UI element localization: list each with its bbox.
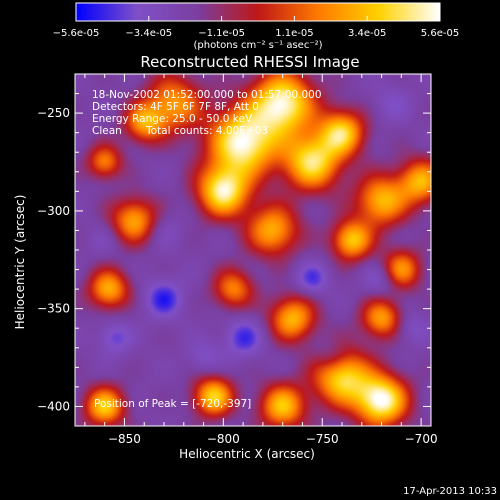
colorbar-gradient bbox=[76, 3, 440, 21]
colorbar-tick-label: 1.1e-05 bbox=[275, 28, 313, 39]
x-tick-label: −800 bbox=[207, 432, 240, 446]
axis-ticks: −850 −800 −750 −700 −400 −350 −300 −250 bbox=[37, 73, 438, 446]
y-tick-label: −250 bbox=[37, 106, 70, 120]
annotation-detectors: Detectors: 4F 5F 6F 7F 8F, Att 0 bbox=[92, 101, 259, 113]
colorbar-tick-label: 5.6e-05 bbox=[421, 28, 459, 39]
colorbar-ticks: −5.6e-05 −3.4e-05 −1.1e-05 1.1e-05 3.4e-05 5.… bbox=[53, 16, 459, 39]
x-tick-label: −700 bbox=[405, 432, 438, 446]
colorbar-tick-label: −3.4e-05 bbox=[125, 28, 172, 39]
heatmap-image bbox=[75, 74, 431, 426]
y-tick-label: −300 bbox=[37, 204, 70, 218]
y-tick-label: −400 bbox=[37, 399, 70, 413]
colorbar-frame bbox=[75, 2, 441, 22]
footer-timestamp: 17-Apr-2013 10:33 bbox=[403, 486, 497, 497]
colorbar: −5.6e-05 −3.4e-05 −1.1e-05 1.1e-05 3.4e-05 5.… bbox=[53, 2, 459, 51]
x-tick-label: −750 bbox=[306, 432, 339, 446]
annotation-total-counts: Total counts: 4.00E+03 bbox=[145, 125, 268, 137]
annotation-time-range: 18-Nov-2002 01:52:00.000 to 01:57:00.000 bbox=[92, 89, 322, 101]
y-tick-label: −350 bbox=[37, 302, 70, 316]
chart-title: Reconstructed RHESSI Image bbox=[140, 53, 359, 71]
annotation-method: Clean bbox=[92, 125, 122, 137]
annotation-peak-position: Position of Peak = [-720,-397] bbox=[94, 398, 251, 410]
y-axis-label: Heliocentric Y (arcsec) bbox=[13, 195, 27, 330]
x-axis-label: Heliocentric X (arcsec) bbox=[179, 447, 315, 461]
x-tick-label: −850 bbox=[108, 432, 141, 446]
colorbar-tick-label: 3.4e-05 bbox=[348, 28, 386, 39]
colorbar-unit-label: (photons cm⁻² s⁻¹ asec⁻²) bbox=[193, 40, 322, 51]
annotation-energy-range: Energy Range: 25.0 - 50.0 keV bbox=[92, 113, 253, 125]
colorbar-tick-label: −1.1e-05 bbox=[198, 28, 245, 39]
colorbar-tick-label: −5.6e-05 bbox=[53, 28, 100, 39]
